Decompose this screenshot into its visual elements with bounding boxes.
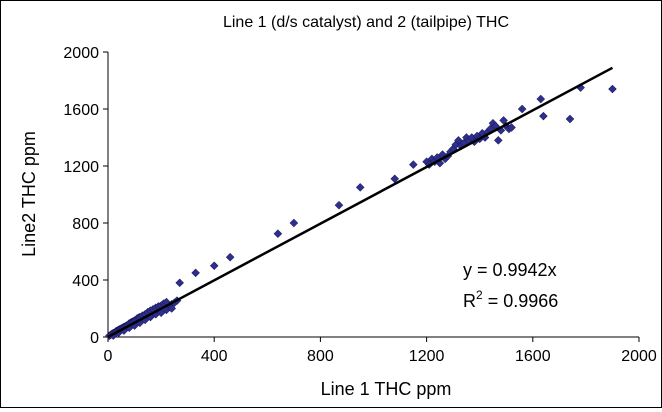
equation-label: y = 0.9942x <box>463 260 557 280</box>
x-tick-label: 1200 <box>409 348 445 365</box>
data-point <box>536 94 546 104</box>
x-tick-label: 400 <box>201 348 228 365</box>
x-axis-ticks: 0 400 800 1200 1600 2000 <box>104 337 657 365</box>
data-point <box>225 252 235 262</box>
y-tick-label: 1600 <box>63 102 99 119</box>
data-point <box>334 200 344 210</box>
data-point <box>539 111 548 121</box>
x-tick-label: 800 <box>307 348 334 365</box>
data-point <box>565 114 575 124</box>
data-point <box>191 268 200 278</box>
x-tick-label: 1600 <box>515 348 551 365</box>
y-axis-title: Line2 THC ppm <box>19 131 39 257</box>
y-tick-label: 400 <box>72 273 99 290</box>
data-point <box>355 183 365 192</box>
x-tick-label: 2000 <box>621 348 657 365</box>
data-point <box>493 135 503 145</box>
y-tick-label: 2000 <box>63 45 99 62</box>
data-point <box>507 123 516 132</box>
r-squared-prefix: R <box>463 291 476 311</box>
y-axis-ticks: 0 400 800 1200 1600 2000 <box>63 45 108 347</box>
data-point <box>408 160 418 169</box>
r-squared-label: R2 = 0.9966 <box>463 288 558 311</box>
data-point <box>608 84 617 94</box>
data-point <box>517 104 527 114</box>
data-point <box>289 218 299 228</box>
r-squared-superscript: 2 <box>476 288 483 302</box>
x-axis-title: Line 1 THC ppm <box>321 379 452 399</box>
y-tick-label: 1200 <box>63 159 99 176</box>
data-point <box>209 261 219 271</box>
data-point <box>499 116 508 125</box>
data-point <box>273 229 283 239</box>
r-squared-value: = 0.9966 <box>483 291 559 311</box>
trendline <box>107 66 614 339</box>
y-tick-label: 800 <box>72 216 99 233</box>
data-point <box>167 304 177 313</box>
x-tick-label: 0 <box>104 348 113 365</box>
y-tick-label: 0 <box>90 330 99 347</box>
data-point <box>175 278 185 288</box>
chart-title: Line 1 (d/s catalyst) and 2 (tailpipe) T… <box>223 14 509 31</box>
